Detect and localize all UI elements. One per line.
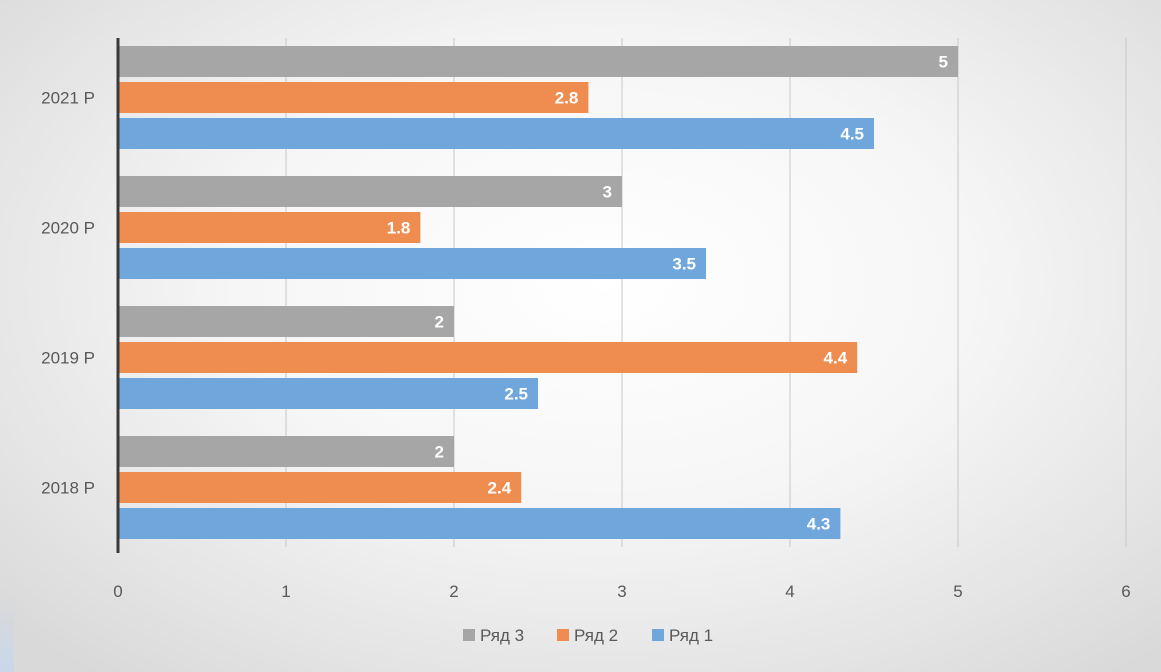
data-label: 5 — [939, 53, 948, 72]
data-label: 4.5 — [840, 125, 864, 144]
data-label: 2.4 — [488, 479, 512, 498]
y-tick-label: 2021 Р — [41, 89, 95, 108]
bar-Ряд-3 — [118, 176, 622, 207]
data-label: 3 — [603, 183, 612, 202]
legend-swatch — [463, 629, 475, 641]
x-tick-label: 4 — [785, 582, 794, 601]
legend: Ряд 3 Ряд 2 Ряд 1 — [463, 626, 713, 645]
x-tick-label: 6 — [1121, 582, 1130, 601]
bars: 2 2.4 4.3 2 4.4 2.5 3 1.8 3.5 5 2.8 4.5 — [118, 46, 958, 539]
legend-label: Ряд 1 — [669, 626, 713, 645]
legend-swatch — [652, 629, 664, 641]
bar-Ряд-3 — [118, 306, 454, 337]
legend-item: Ряд 2 — [557, 626, 618, 645]
legend-label: Ряд 3 — [480, 626, 524, 645]
y-tick-label: 2020 Р — [41, 219, 95, 238]
bar-Ряд-2 — [118, 212, 421, 243]
legend-item: Ряд 3 — [463, 626, 524, 645]
data-label: 3.5 — [672, 255, 696, 274]
data-label: 4.4 — [824, 349, 848, 368]
x-tick-label: 0 — [113, 582, 122, 601]
y-tick-label: 2018 Р — [41, 479, 95, 498]
bar-Ряд-2 — [118, 472, 522, 503]
bar-Ряд-1 — [118, 378, 538, 409]
data-label: 1.8 — [387, 219, 411, 238]
x-tick-label: 5 — [953, 582, 962, 601]
bar-Ряд-1 — [118, 248, 706, 279]
y-tick-label: 2019 Р — [41, 349, 95, 368]
data-label: 2 — [435, 313, 444, 332]
bar-Ряд-1 — [118, 118, 874, 149]
legend-swatch — [557, 629, 569, 641]
bar-Ряд-2 — [118, 342, 858, 373]
bar-Ряд-3 — [118, 436, 454, 467]
x-tick-label: 2 — [449, 582, 458, 601]
x-tick-label: 3 — [617, 582, 626, 601]
x-tick-label: 1 — [281, 582, 290, 601]
bar-Ряд-1 — [118, 508, 841, 539]
gridlines — [285, 38, 1127, 547]
data-label: 4.3 — [807, 515, 831, 534]
data-label: 2.5 — [504, 385, 528, 404]
legend-label: Ряд 2 — [574, 626, 618, 645]
axes: 0 1 2 3 4 5 6 2018 Р 2019 Р 2020 Р 2021 Р — [41, 38, 1131, 601]
corner-accent — [0, 600, 14, 672]
bar-Ряд-2 — [118, 82, 589, 113]
data-label: 2 — [435, 443, 444, 462]
legend-item: Ряд 1 — [652, 626, 713, 645]
bar-Ряд-3 — [118, 46, 958, 77]
data-label: 2.8 — [555, 89, 579, 108]
